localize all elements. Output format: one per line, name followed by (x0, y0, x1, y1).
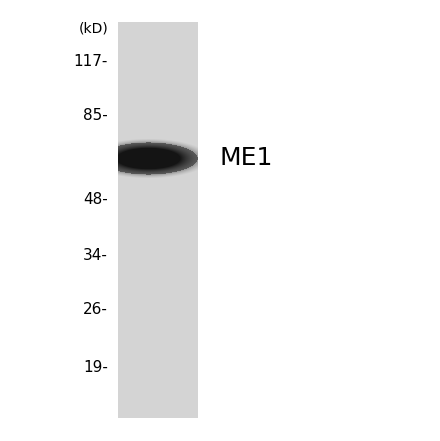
Text: 85-: 85- (83, 108, 108, 123)
Text: 26-: 26- (83, 303, 108, 318)
Text: (kD): (kD) (78, 21, 108, 35)
Text: 34-: 34- (83, 247, 108, 262)
Text: 19-: 19- (83, 360, 108, 375)
Text: ME1: ME1 (220, 146, 273, 170)
Text: 48-: 48- (83, 193, 108, 208)
Text: 117-: 117- (73, 55, 108, 70)
